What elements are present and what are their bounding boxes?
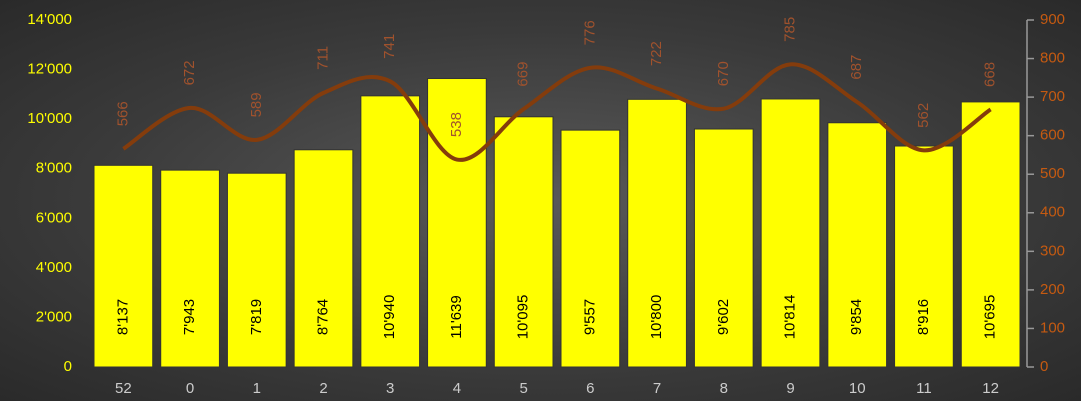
y-tick-label: 8'000 bbox=[36, 160, 72, 177]
y-tick-label: 2'000 bbox=[36, 308, 72, 325]
line-label: 776 bbox=[581, 20, 598, 45]
x-tick-label: 6 bbox=[586, 380, 594, 397]
line-label: 687 bbox=[848, 55, 865, 80]
line-label: 538 bbox=[448, 112, 465, 137]
y2-tick-label: 700 bbox=[1040, 88, 1065, 105]
bar-label: 10'814 bbox=[781, 295, 798, 340]
bar-label: 7'943 bbox=[181, 299, 198, 335]
y2-tick-label: 400 bbox=[1040, 204, 1065, 221]
bar-label: 9'854 bbox=[848, 299, 865, 335]
bar bbox=[293, 149, 354, 368]
x-tick-label: 9 bbox=[786, 380, 794, 397]
bar-label: 10'800 bbox=[648, 295, 665, 340]
x-tick-label: 11 bbox=[916, 380, 932, 397]
x-tick-label: 4 bbox=[453, 380, 461, 397]
bar-label: 8'916 bbox=[915, 299, 932, 335]
line-label: 722 bbox=[648, 41, 665, 66]
bar-label: 8'137 bbox=[114, 299, 131, 335]
line-label: 668 bbox=[982, 62, 999, 87]
y2-tick-label: 0 bbox=[1040, 358, 1048, 375]
x-tick-label: 0 bbox=[186, 380, 194, 397]
y-tick-label: 10'000 bbox=[27, 110, 72, 127]
x-tick-label: 12 bbox=[982, 380, 999, 397]
y2-tick-label: 300 bbox=[1040, 242, 1065, 259]
y-tick-label: 14'000 bbox=[27, 11, 72, 28]
y2-tick-label: 100 bbox=[1040, 319, 1065, 336]
line-label: 566 bbox=[114, 101, 131, 126]
bar bbox=[493, 116, 554, 368]
bar-label: 10'095 bbox=[515, 295, 532, 340]
line-label: 670 bbox=[715, 61, 732, 86]
x-tick-label: 8 bbox=[720, 380, 728, 397]
x-tick-label: 3 bbox=[386, 380, 394, 397]
bar bbox=[627, 98, 687, 368]
bar bbox=[827, 122, 888, 368]
bar bbox=[427, 78, 487, 368]
bar-label: 9'557 bbox=[581, 299, 598, 335]
x-tick-label: 5 bbox=[519, 380, 527, 397]
y2-tick-label: 800 bbox=[1040, 50, 1065, 67]
x-tick-label: 7 bbox=[653, 380, 661, 397]
bar bbox=[693, 128, 754, 368]
x-tick-label: 2 bbox=[319, 380, 327, 397]
y-tick-label: 6'000 bbox=[36, 209, 72, 226]
y-tick-label: 12'000 bbox=[27, 61, 72, 78]
y2-tick-label: 900 bbox=[1040, 11, 1065, 28]
line-label: 741 bbox=[381, 34, 398, 59]
line-label: 562 bbox=[915, 103, 932, 128]
line-label: 669 bbox=[515, 62, 532, 87]
line-label: 711 bbox=[314, 46, 331, 70]
bar-label: 10'695 bbox=[982, 295, 999, 340]
y2-tick-label: 500 bbox=[1040, 165, 1065, 182]
x-tick-label: 52 bbox=[115, 380, 132, 397]
x-tick-label: 1 bbox=[253, 380, 261, 397]
bar bbox=[93, 164, 154, 368]
bar-label: 7'819 bbox=[248, 299, 265, 335]
y2-tick-label: 200 bbox=[1040, 281, 1065, 298]
line-label: 589 bbox=[248, 92, 265, 117]
bar-label: 9'602 bbox=[715, 299, 732, 335]
bar bbox=[760, 98, 821, 368]
bar bbox=[560, 129, 621, 368]
y-tick-label: 0 bbox=[64, 358, 72, 375]
bar-label: 10'940 bbox=[381, 295, 398, 340]
line-label: 672 bbox=[181, 60, 198, 85]
bar-label: 11'639 bbox=[448, 295, 465, 338]
y-tick-label: 4'000 bbox=[36, 259, 72, 276]
bar bbox=[160, 169, 220, 368]
bar bbox=[894, 145, 954, 368]
y2-tick-label: 600 bbox=[1040, 127, 1065, 144]
bar bbox=[226, 172, 287, 368]
line-label: 785 bbox=[781, 17, 798, 42]
bar-label: 8'764 bbox=[314, 299, 331, 335]
bar bbox=[960, 101, 1021, 368]
bar bbox=[360, 95, 421, 368]
x-tick-label: 10 bbox=[849, 380, 866, 397]
line bbox=[122, 62, 992, 162]
